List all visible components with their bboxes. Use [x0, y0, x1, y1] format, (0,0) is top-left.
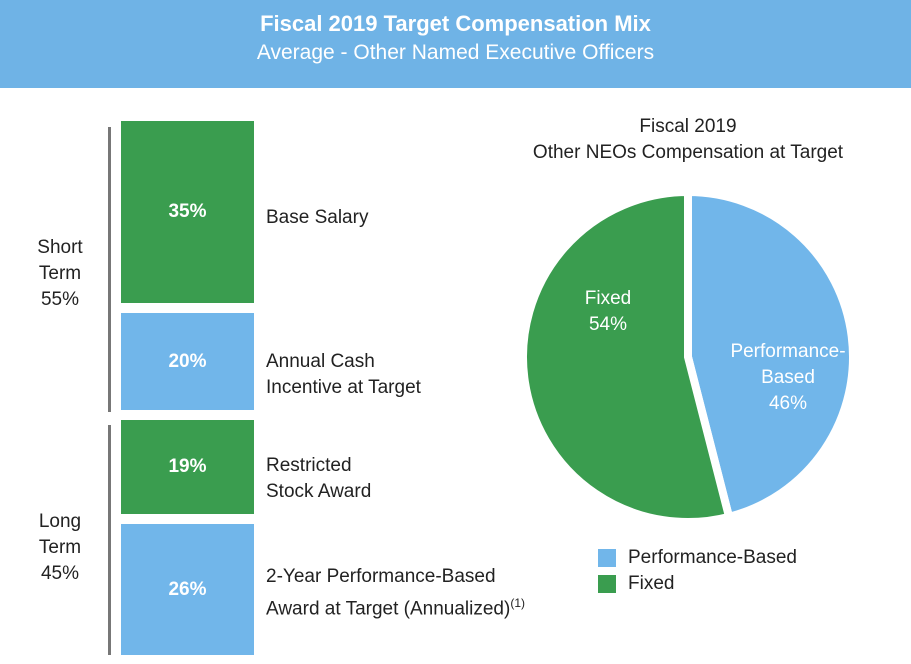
bar-label-performance-award: 2-Year Performance-Based Award at Target …: [266, 564, 525, 622]
label-line: Award at Target (Annualized): [266, 598, 511, 620]
group-label-line: Long: [38, 511, 82, 532]
pie-slice-label: Fixed 54%: [585, 288, 631, 335]
bar-value-label: 35%: [168, 201, 207, 222]
bar-value-label: 26%: [168, 578, 207, 600]
label-line: Annual Cash: [266, 351, 375, 372]
bar-performance-award: 26%: [121, 524, 254, 655]
legend-entry-fixed: Fixed: [598, 573, 674, 595]
bar-value-label: 19%: [168, 456, 207, 477]
long-term-label: Long Term 45%: [20, 509, 100, 587]
short-term-label: Short Term 55%: [20, 235, 100, 313]
pie-title: Fiscal 2019 Other NEOs Compensation at T…: [500, 114, 876, 166]
pie-label-line: 54%: [589, 314, 627, 335]
legend-entry-performance: Performance-Based: [598, 547, 797, 569]
label-line: 2-Year Performance-Based: [266, 566, 496, 587]
legend-label: Fixed: [628, 573, 675, 594]
legend-swatch: [598, 575, 616, 593]
short-term-bracket: [108, 127, 111, 412]
pie-label-line: Fixed: [585, 288, 631, 309]
bar-label-restricted-stock: Restricted Stock Award: [266, 453, 371, 505]
group-label-line: 55%: [40, 289, 80, 310]
label-line: Incentive at Target: [266, 377, 421, 398]
group-label-line: Short: [37, 237, 83, 258]
pie-slice-performance-based: [684, 187, 857, 522]
header-banner: Fiscal 2019 Target Compensation Mix Aver…: [0, 0, 911, 88]
pie-label-line: 46%: [769, 393, 807, 414]
bar-label-annual-cash: Annual Cash Incentive at Target: [266, 349, 421, 401]
group-label-line: Term: [38, 263, 82, 284]
pie-title-line: Other NEOs Compensation at Target: [532, 142, 844, 163]
chart-title: Fiscal 2019 Target Compensation Mix: [260, 11, 651, 36]
bar-value-label: 20%: [168, 350, 207, 372]
bar-label-base-salary: Base Salary: [266, 205, 368, 231]
pie-slice-label: Performance- Based 46%: [730, 341, 845, 414]
label-line: Restricted: [266, 455, 352, 476]
bar-annual-cash-incentive: 20%: [121, 313, 254, 410]
chart-subtitle: Average - Other Named Executive Officers: [256, 41, 655, 64]
legend-label: Performance-Based: [628, 547, 797, 568]
footnote-marker: (1): [510, 596, 525, 610]
pie-title-line: Fiscal 2019: [639, 116, 737, 137]
bar-restricted-stock: 19%: [121, 420, 254, 514]
label-line: Stock Award: [266, 481, 372, 502]
long-term-bracket: [108, 425, 111, 655]
group-label-line: Term: [38, 537, 82, 558]
label-line: Base Salary: [266, 207, 369, 228]
pie-label-line: Performance-: [730, 341, 845, 362]
bar-base-salary: 35%: [121, 121, 254, 303]
legend-swatch: [598, 549, 616, 567]
group-label-line: 45%: [40, 563, 80, 584]
pie-slice-fixed: [519, 187, 734, 526]
pie-label-line: Based: [761, 367, 815, 388]
